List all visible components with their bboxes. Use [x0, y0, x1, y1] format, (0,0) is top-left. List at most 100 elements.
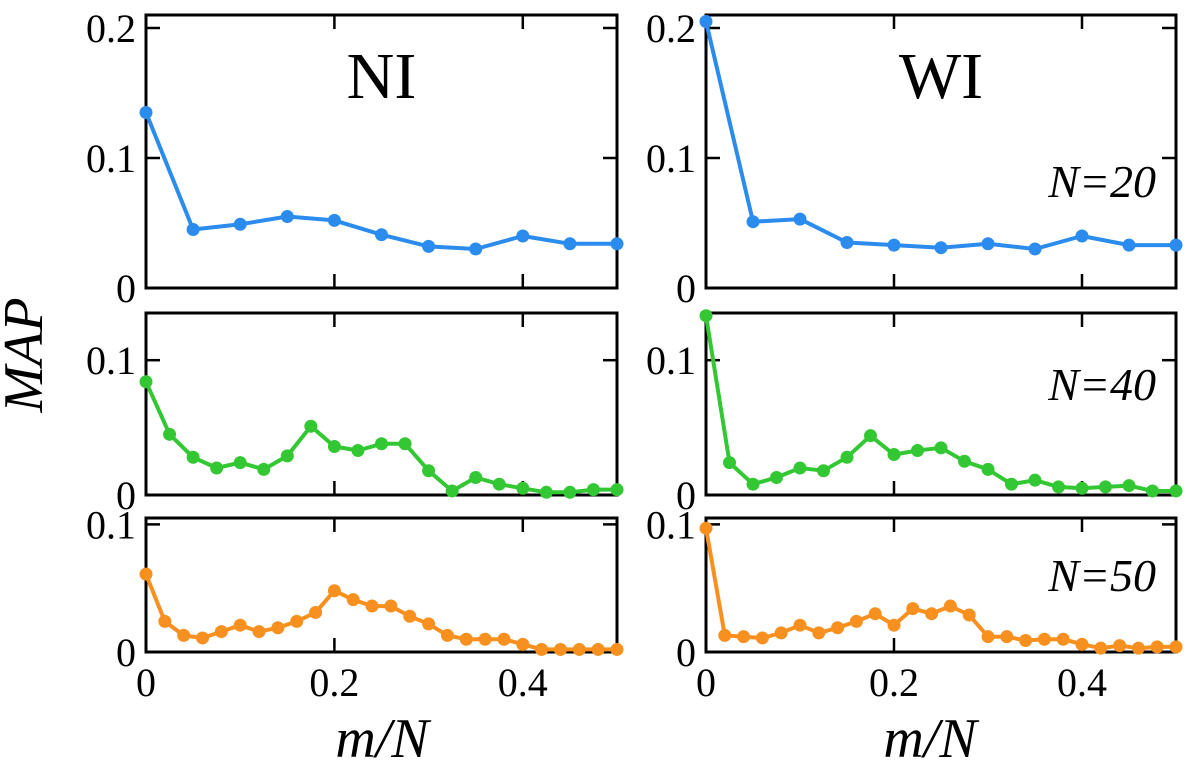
data-point-wi-2-15 [1052, 480, 1065, 494]
n-annotation-wi-2: N=40 [1047, 359, 1156, 410]
data-point-ni-2-13 [445, 484, 459, 498]
data-point-wi-3-17 [1019, 634, 1033, 648]
panel-frame-wi-2 [704, 311, 1178, 497]
data-point-ni-3-7 [271, 621, 285, 635]
data-point-ni-1-6 [422, 239, 436, 253]
data-point-wi-3-22 [1113, 639, 1127, 653]
x-tick-label-wi-3-0: 0 [696, 660, 716, 705]
data-point-ni-2-6 [280, 449, 294, 463]
data-point-wi-2-8 [887, 448, 901, 462]
data-point-wi-3-3 [755, 631, 769, 645]
data-point-wi-1-3 [840, 236, 854, 249]
data-point-ni-3-3 [196, 631, 210, 645]
series-line-ni-2 [144, 380, 617, 495]
data-point-ni-1-10 [610, 237, 624, 251]
data-point-ni-1-3 [280, 210, 294, 223]
data-point-ni-2-20 [610, 483, 624, 497]
data-point-wi-2-1 [723, 456, 736, 470]
data-point-wi-2-16 [1075, 481, 1089, 495]
data-point-wi-1-2 [793, 212, 807, 226]
data-point-wi-3-14 [962, 608, 976, 622]
data-point-ni-3-21 [535, 642, 549, 656]
data-point-wi-2-17 [1099, 480, 1112, 494]
data-point-ni-2-3 [210, 461, 224, 475]
data-point-ni-3-25 [610, 642, 624, 656]
x-axis-title-ni: m/N [335, 708, 431, 768]
data-point-wi-3-6 [812, 626, 826, 640]
data-point-wi-3-13 [943, 599, 957, 613]
data-point-ni-2-5 [257, 462, 271, 476]
y-tick-label-wi-3-1: 0.1 [646, 502, 696, 547]
y-tick-label-wi-2-1: 0.1 [646, 338, 696, 383]
x-axis-title-wi: m/N [883, 708, 979, 768]
data-point-wi-2-20 [1169, 484, 1183, 498]
data-point-wi-1-4 [887, 238, 901, 252]
data-point-wi-2-4 [793, 461, 807, 475]
data-point-ni-3-1 [158, 614, 172, 628]
data-point-ni-3-2 [177, 628, 191, 642]
data-point-ni-2-4 [233, 456, 247, 470]
y-tick-label-wi-1-0: 0 [676, 266, 696, 311]
data-point-ni-1-5 [375, 228, 388, 242]
data-point-wi-3-25 [1169, 640, 1183, 654]
data-point-wi-1-6 [981, 237, 995, 251]
data-point-ni-3-13 [384, 599, 398, 613]
y-tick-label-wi-3-0: 0 [676, 630, 696, 675]
data-point-ni-2-14 [469, 470, 483, 484]
data-point-wi-3-24 [1150, 640, 1164, 654]
data-point-ni-3-22 [553, 642, 567, 656]
data-point-wi-3-10 [887, 618, 901, 632]
column-title-ni: NI [347, 40, 417, 113]
y-tick-label-ni-2-1: 0.1 [86, 338, 136, 383]
panel-frame-ni-1 [144, 13, 619, 290]
panel-ni-2: 00.1 [86, 311, 624, 518]
panel-frame-ni-2 [144, 311, 619, 497]
data-point-wi-1-0 [699, 15, 713, 28]
data-point-ni-1-0 [139, 106, 153, 119]
x-tick-label-ni-3-2: 0.4 [498, 660, 548, 705]
y-tick-label-ni-1-2: 0.2 [86, 6, 136, 51]
data-point-ni-3-23 [572, 642, 586, 656]
data-point-ni-2-0 [139, 375, 153, 389]
data-point-ni-1-2 [233, 217, 247, 231]
data-point-ni-3-8 [290, 614, 304, 628]
panel-ni-1: 0 0.1 0.2 NI [86, 6, 624, 311]
data-point-wi-3-21 [1094, 641, 1108, 655]
data-point-wi-3-12 [925, 607, 939, 621]
data-point-ni-3-17 [459, 632, 473, 646]
data-point-wi-2-6 [840, 450, 854, 464]
data-point-ni-3-12 [365, 599, 379, 613]
data-point-wi-2-0 [699, 309, 713, 323]
data-point-ni-3-24 [591, 642, 605, 656]
panel-frame-ni-3 [144, 516, 619, 654]
y-tick-label-wi-1-1: 0.1 [646, 136, 696, 181]
data-point-wi-1-7 [1028, 242, 1042, 256]
data-point-ni-3-0 [139, 567, 153, 581]
data-point-ni-3-19 [497, 632, 511, 646]
data-point-wi-3-11 [906, 602, 920, 616]
data-point-wi-3-16 [1000, 630, 1014, 644]
data-point-wi-3-1 [718, 628, 732, 642]
y-axis-title: MAP [0, 297, 55, 413]
data-point-wi-3-4 [774, 626, 788, 640]
data-point-wi-3-18 [1037, 632, 1051, 646]
panel-ni-3: 0 0.1 0 0.2 0.4 [86, 502, 624, 705]
data-point-ni-2-11 [398, 437, 412, 451]
data-point-wi-2-13 [1005, 477, 1018, 491]
data-point-ni-2-8 [327, 439, 341, 453]
n-annotation-wi-3: N=50 [1047, 550, 1156, 601]
data-point-wi-3-2 [737, 630, 751, 644]
column-title-wi: WI [899, 40, 983, 113]
data-point-wi-3-0 [699, 521, 713, 535]
data-point-ni-1-8 [516, 229, 530, 243]
data-point-wi-2-11 [958, 454, 971, 468]
data-point-wi-2-5 [817, 464, 830, 478]
x-tick-label-ni-3-1: 0.2 [309, 660, 359, 705]
y-tick-label-ni-1-1: 0.1 [86, 136, 136, 181]
data-point-wi-1-1 [746, 215, 760, 229]
data-point-wi-2-3 [770, 470, 783, 484]
x-tick-label-ni-3-0: 0 [136, 660, 156, 705]
data-point-wi-1-8 [1075, 229, 1089, 243]
